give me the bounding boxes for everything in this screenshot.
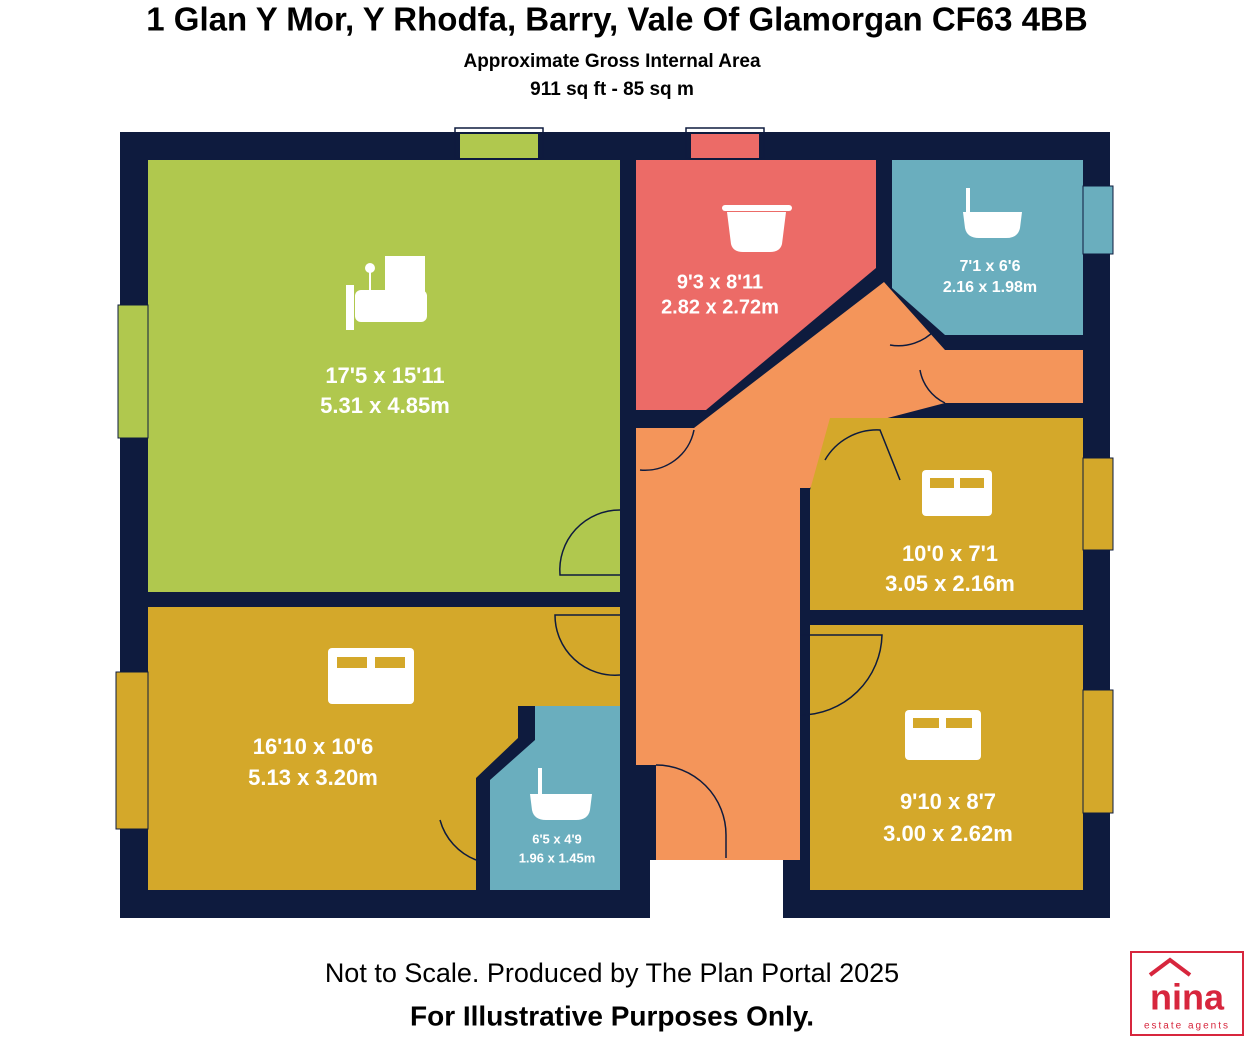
- window: [460, 134, 538, 158]
- room-metric: 1.96 x 1.45m: [519, 850, 596, 865]
- logo: nina estate agents: [1130, 951, 1244, 1036]
- logo-roof: [1148, 957, 1192, 977]
- bath-icon: [530, 768, 592, 820]
- sofa-icon: [346, 256, 427, 330]
- room-metric: 5.13 x 3.20m: [248, 765, 378, 790]
- door: [554, 614, 621, 676]
- kitchen: [636, 160, 876, 410]
- room-imperial: 16'10 x 10'6: [253, 734, 374, 759]
- room-metric: 2.16 x 1.98m: [943, 279, 1037, 296]
- pot-icon: [722, 205, 792, 252]
- window: [1082, 457, 1114, 551]
- logo-tagline: estate agents: [1144, 1021, 1230, 1032]
- room-imperial: 7'1 x 6'6: [960, 258, 1021, 275]
- area: 911 sq ft - 85 sq m: [530, 79, 694, 100]
- room-imperial: 17'5 x 15'11: [325, 363, 444, 388]
- footer-disclaimer: For Illustrative Purposes Only.: [410, 1000, 814, 1031]
- room-imperial: 9'10 x 8'7: [900, 789, 996, 814]
- room-metric: 2.82 x 2.72m: [661, 296, 779, 318]
- logo-name: nina: [1150, 977, 1225, 1018]
- footer-note: Not to Scale. Produced by The Plan Porta…: [325, 958, 899, 988]
- bedroom-1: [148, 607, 620, 890]
- door: [639, 429, 695, 471]
- door: [799, 634, 883, 716]
- door: [824, 429, 901, 481]
- room-imperial: 9'3 x 8'11: [677, 271, 763, 293]
- hallway: [636, 282, 1083, 860]
- bed-icon: [922, 470, 992, 516]
- room-imperial: 6'5 x 4'9: [532, 831, 582, 846]
- door: [889, 329, 936, 347]
- window: [117, 304, 149, 439]
- door: [655, 764, 727, 858]
- title: 1 Glan Y Mor, Y Rhodfa, Barry, Vale Of G…: [146, 1, 1087, 38]
- bed-icon: [328, 648, 414, 704]
- door: [559, 509, 621, 576]
- subtitle: Approximate Gross Internal Area: [463, 51, 760, 72]
- window: [115, 671, 149, 830]
- door: [439, 819, 477, 861]
- room-metric: 3.05 x 2.16m: [885, 571, 1015, 596]
- window: [1082, 185, 1114, 255]
- entrance: [650, 860, 783, 920]
- room-imperial: 10'0 x 7'1: [902, 541, 998, 566]
- living-room: [148, 160, 620, 592]
- bath-icon: [963, 188, 1022, 238]
- bathroom: [892, 160, 1083, 335]
- bed-icon: [905, 710, 981, 760]
- logo-frame: [1130, 951, 1244, 1036]
- window: [1082, 689, 1114, 814]
- room-metric: 3.00 x 2.62m: [883, 821, 1013, 846]
- door: [919, 369, 946, 404]
- room-metric: 5.31 x 4.85m: [320, 393, 450, 418]
- window: [691, 134, 759, 158]
